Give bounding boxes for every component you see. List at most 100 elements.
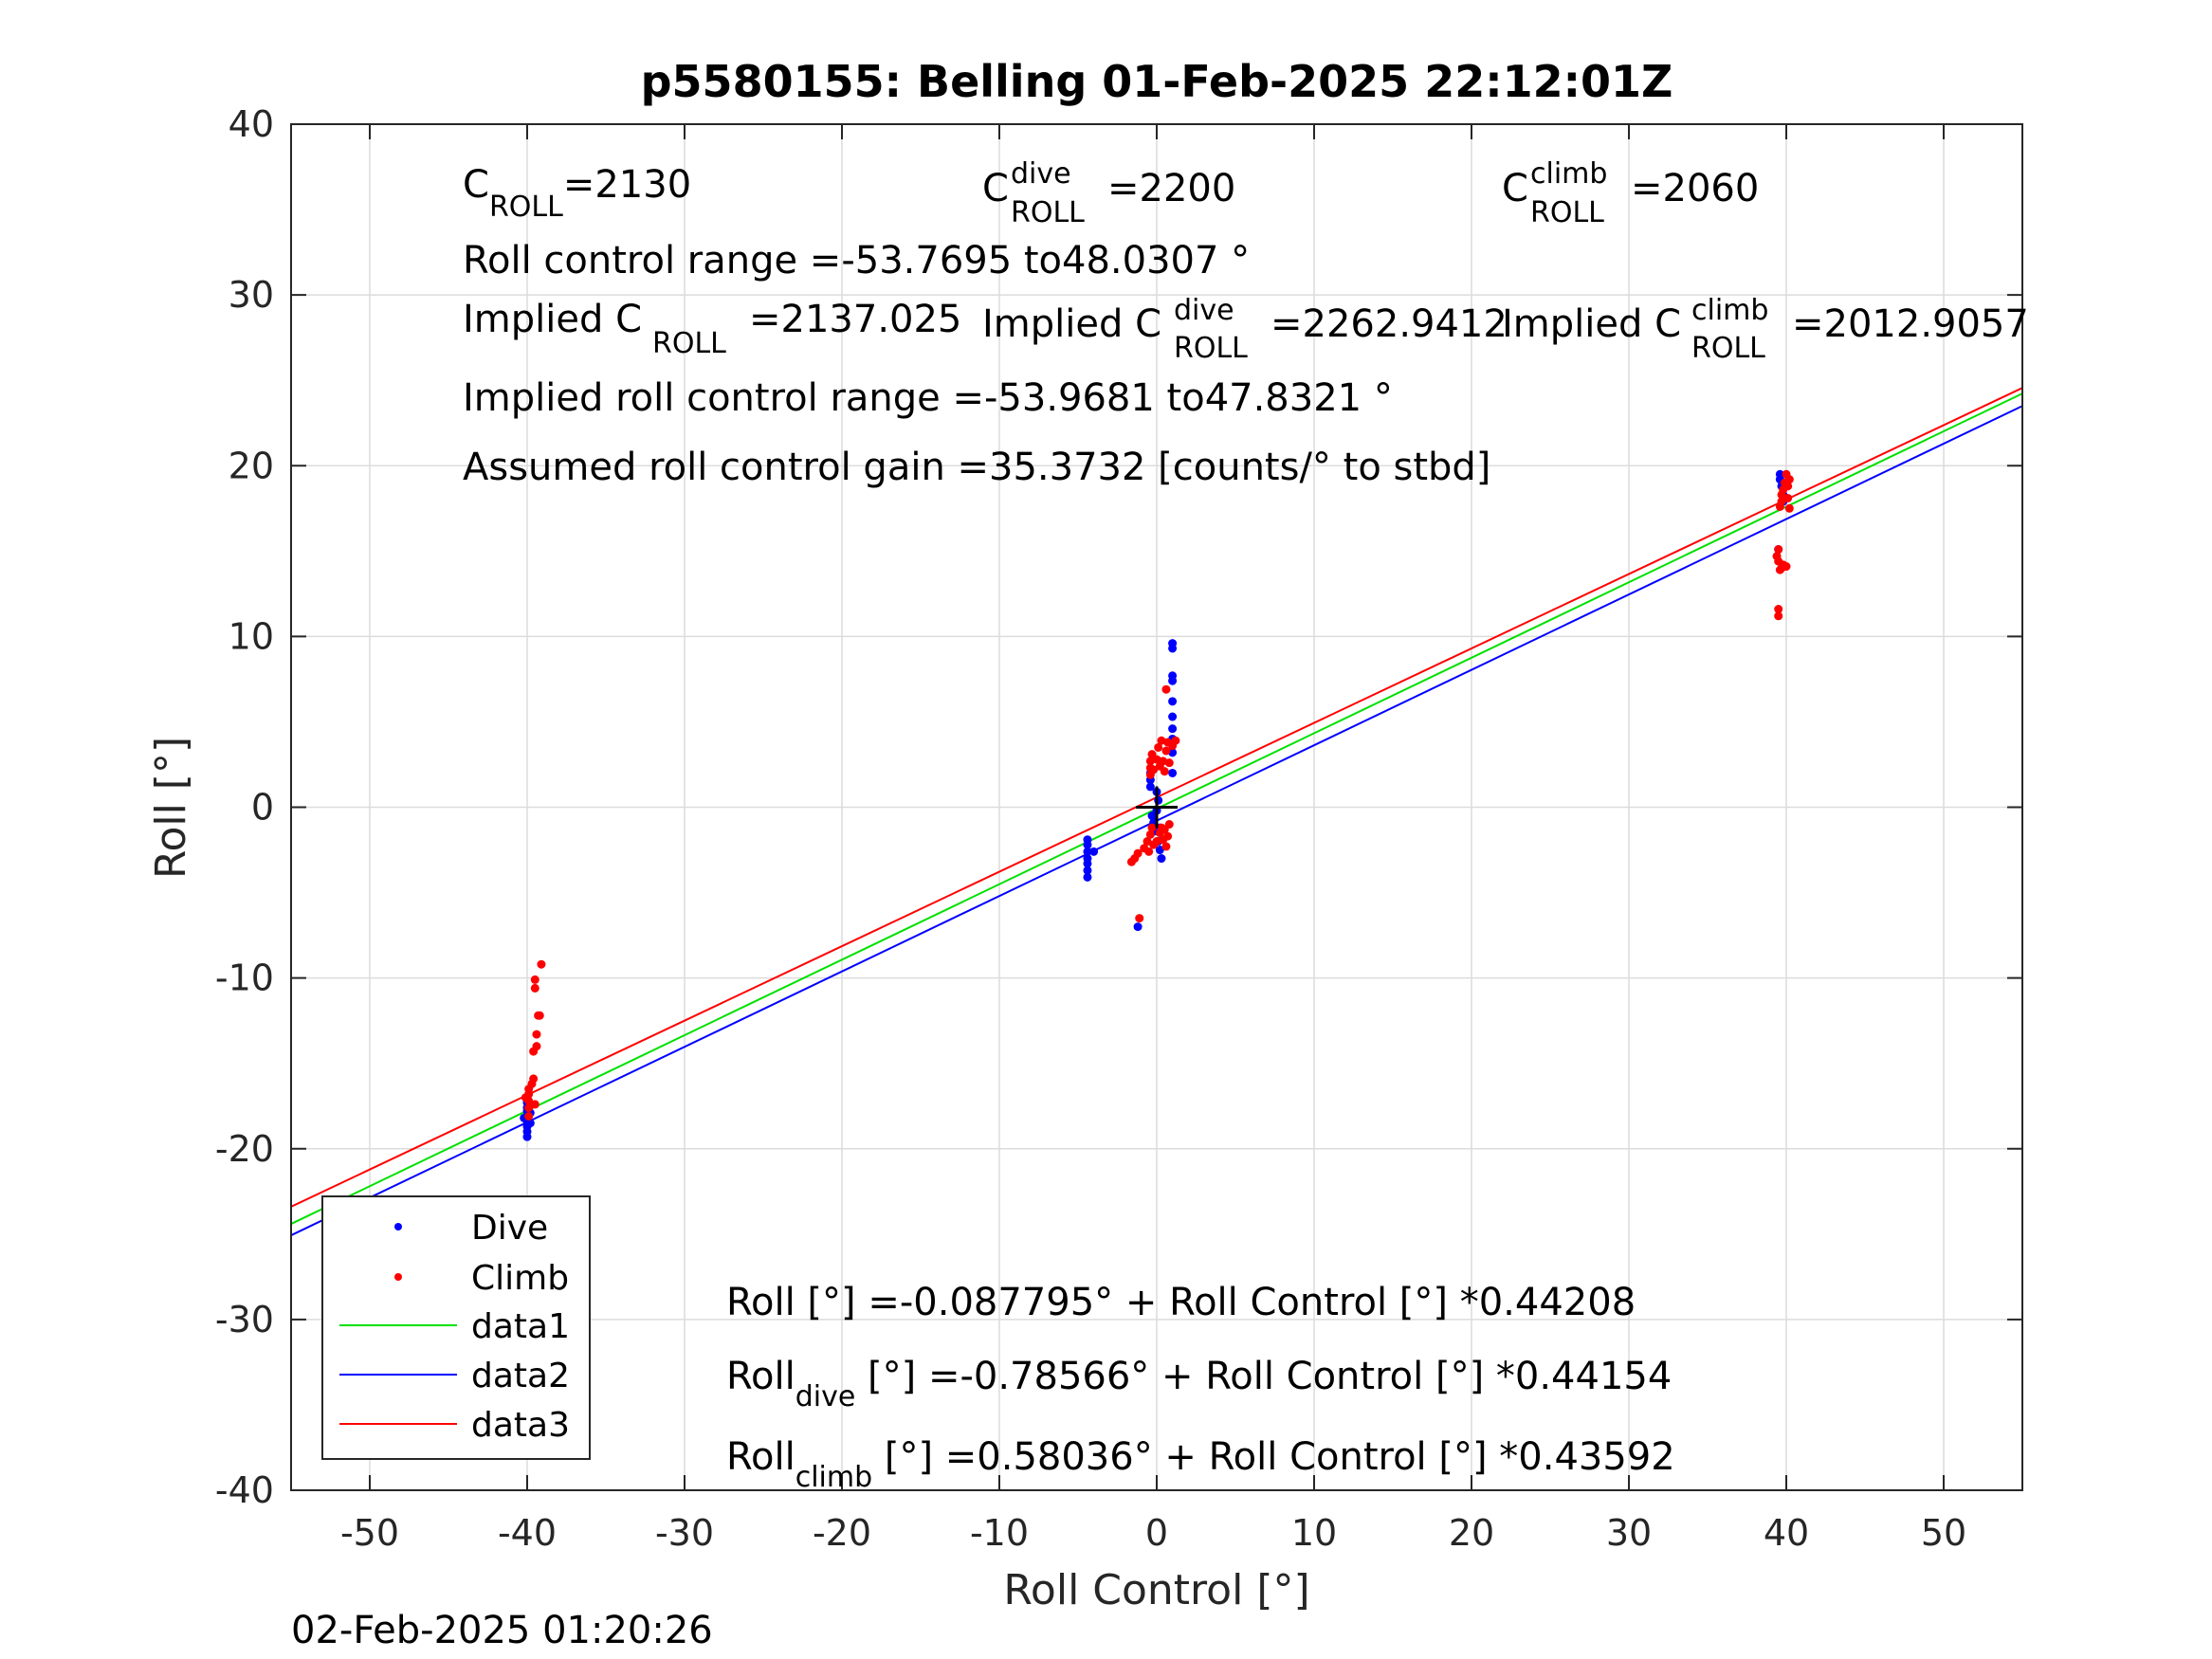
dive-point [1133, 922, 1143, 932]
x-tick-label: 10 [1291, 1512, 1337, 1554]
fit-all-equation: Roll [°] =-0.087795° + Roll Control [°] … [726, 1281, 1636, 1324]
roll-control-range-annotation: Roll control range =-53.7695 to48.0307 ° [463, 239, 1250, 283]
climb-point [1783, 482, 1793, 491]
climb-point [1784, 503, 1794, 513]
x-axis-label: Roll Control [°] [1003, 1566, 1309, 1614]
c-roll-climb-annotation: Cclimb ROLL=2060 [1502, 157, 1759, 229]
climb-point [535, 1011, 544, 1020]
climb-point [1161, 684, 1171, 694]
climb-point [530, 1100, 539, 1109]
footer-timestamp: 02-Feb-2025 01:20:26 [291, 1609, 713, 1652]
legend-box [321, 1195, 591, 1460]
legend-data1-label: data1 [471, 1307, 570, 1346]
climb-point [1777, 497, 1786, 506]
dive-point [1168, 768, 1178, 777]
climb-point [1782, 562, 1791, 572]
dive-point [1083, 847, 1092, 856]
assumed-gain-annotation: Assumed roll control gain =35.3732 [coun… [463, 446, 1490, 489]
x-tick-label: 30 [1606, 1512, 1652, 1554]
c-roll-annotation: CROLL=2130 [463, 163, 691, 224]
y-tick-label: 30 [229, 274, 274, 316]
data-points [520, 469, 1794, 1141]
dive-point [1168, 724, 1178, 734]
dive-point [1089, 847, 1099, 856]
implied-range-annotation: Implied roll control range =-53.9681 to4… [463, 376, 1393, 420]
y-tick-label: -30 [215, 1299, 274, 1340]
dive-point [1775, 469, 1784, 479]
x-tick-label: 40 [1764, 1512, 1809, 1554]
legend-data3-label: data3 [471, 1406, 570, 1445]
grid-lines [291, 124, 2022, 1490]
climb-point [1160, 767, 1169, 776]
climb-point [532, 1030, 541, 1039]
x-tick-label: 0 [1145, 1512, 1168, 1554]
dive-point [1157, 854, 1166, 864]
climb-point [1145, 830, 1155, 839]
climb-point [532, 1042, 541, 1051]
climb-point [1784, 475, 1794, 484]
climb-point [537, 959, 546, 969]
climb-point [524, 1103, 534, 1113]
climb-point [1147, 823, 1157, 832]
climb-point [1135, 914, 1144, 923]
dive-point [1083, 866, 1092, 875]
climb-point [1774, 611, 1783, 621]
climb-point [1774, 605, 1783, 614]
dive-point [1155, 846, 1164, 855]
climb-point [1144, 847, 1154, 856]
fit-dive-equation: Rolldive [°] =-0.78566° + Roll Control [… [726, 1355, 1672, 1413]
dive-point [1083, 854, 1092, 864]
dive-point [1145, 782, 1155, 792]
climb-point [1154, 742, 1163, 752]
climb-point [1161, 746, 1171, 756]
legend: Dive Climb data1 data2 data3 [321, 1195, 591, 1460]
x-tick-label: 20 [1449, 1512, 1494, 1554]
dive-point [1083, 872, 1092, 882]
fit-climb-equation: Rollclimb [°] =0.58036° + Roll Control [… [726, 1435, 1675, 1494]
legend-dive-label: Dive [471, 1209, 548, 1248]
climb-point [1163, 831, 1173, 841]
y-tick-label: 40 [229, 103, 274, 145]
climb-point [530, 983, 539, 993]
climb-point [1149, 765, 1159, 775]
legend-climb-label: Climb [471, 1259, 569, 1298]
climb-point [521, 1093, 530, 1103]
origin-marker [1136, 786, 1178, 829]
dive-point [525, 1119, 535, 1128]
x-tick-label: -30 [655, 1512, 714, 1554]
y-tick-label: -40 [215, 1469, 274, 1511]
y-tick-label: 20 [229, 445, 274, 486]
x-tick-label: -20 [813, 1512, 871, 1554]
climb-point [1143, 837, 1152, 847]
climb-point [1164, 758, 1174, 768]
climb-point [1164, 820, 1174, 830]
climb-point [1133, 848, 1143, 858]
climb-point [524, 1112, 534, 1121]
climb-point [530, 975, 539, 984]
dive-point [1083, 835, 1092, 845]
legend-data2-label: data2 [471, 1357, 570, 1395]
climb-point [1161, 842, 1171, 851]
climb-point [1171, 736, 1180, 745]
y-tick-label: 0 [251, 787, 274, 829]
x-tick-label: 50 [1921, 1512, 1966, 1554]
y-axis-label: Roll [°] [147, 737, 195, 879]
legend-climb-marker [394, 1273, 402, 1281]
y-tick-label: 10 [229, 615, 274, 657]
chart-title: p5580155: Belling 01-Feb-2025 22:12:01Z [641, 56, 1673, 107]
y-tick-label: -10 [215, 957, 274, 999]
legend-dive-marker [394, 1223, 402, 1231]
dive-point [1168, 671, 1178, 681]
x-tick-label: -40 [498, 1512, 557, 1554]
climb-point [1774, 545, 1783, 555]
x-tick-label: -10 [970, 1512, 1029, 1554]
climb-point [1783, 493, 1793, 502]
y-tick-label: -20 [215, 1128, 274, 1170]
dive-point [1168, 639, 1178, 648]
climb-point [529, 1074, 539, 1084]
x-tick-label: -50 [340, 1512, 399, 1554]
dive-point [1168, 712, 1178, 721]
